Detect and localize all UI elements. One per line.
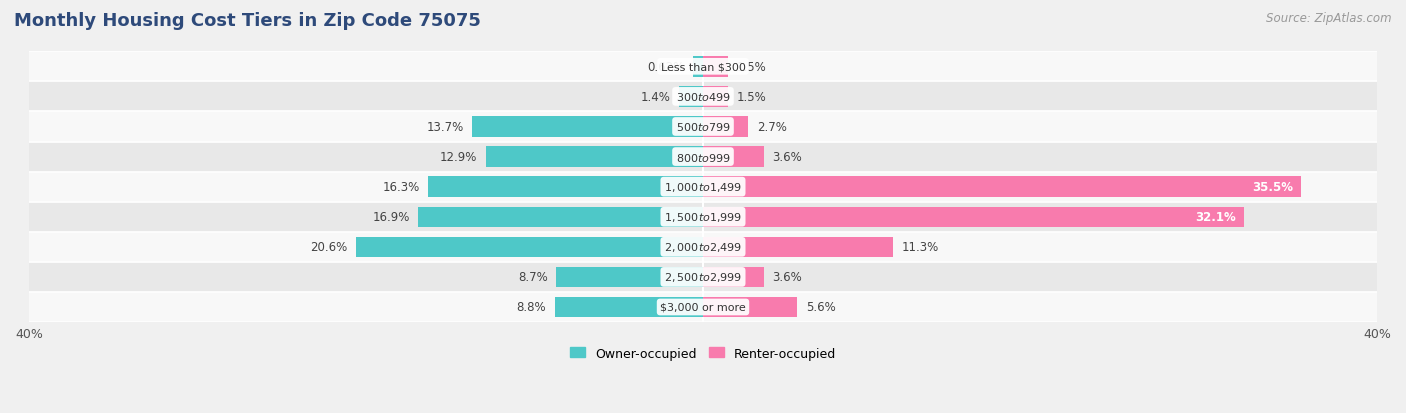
Bar xyxy=(555,297,703,318)
Text: $800 to $999: $800 to $999 xyxy=(675,151,731,163)
Text: Less than $300: Less than $300 xyxy=(661,62,745,72)
Bar xyxy=(429,177,703,197)
Bar xyxy=(30,232,1376,262)
Text: 8.7%: 8.7% xyxy=(519,271,548,284)
Text: $1,000 to $1,499: $1,000 to $1,499 xyxy=(664,181,742,194)
Text: 0.62%: 0.62% xyxy=(647,61,685,74)
Text: 12.9%: 12.9% xyxy=(440,151,477,164)
Bar xyxy=(703,57,728,77)
Text: 32.1%: 32.1% xyxy=(1195,211,1236,224)
Text: Source: ZipAtlas.com: Source: ZipAtlas.com xyxy=(1267,12,1392,25)
Bar xyxy=(418,207,703,228)
Text: Monthly Housing Cost Tiers in Zip Code 75075: Monthly Housing Cost Tiers in Zip Code 7… xyxy=(14,12,481,30)
Text: 2.7%: 2.7% xyxy=(756,121,787,134)
Bar xyxy=(679,87,703,107)
Text: 3.6%: 3.6% xyxy=(772,151,801,164)
Text: 1.5%: 1.5% xyxy=(737,91,766,104)
Text: 35.5%: 35.5% xyxy=(1251,181,1292,194)
Text: $1,500 to $1,999: $1,500 to $1,999 xyxy=(664,211,742,224)
Bar xyxy=(703,267,763,287)
Bar xyxy=(30,112,1376,142)
Text: 13.7%: 13.7% xyxy=(426,121,464,134)
Bar xyxy=(30,262,1376,292)
Text: 3.6%: 3.6% xyxy=(772,271,801,284)
Text: $3,000 or more: $3,000 or more xyxy=(661,302,745,312)
Bar xyxy=(30,142,1376,172)
Bar xyxy=(703,207,1244,228)
Bar xyxy=(30,82,1376,112)
Bar xyxy=(30,292,1376,322)
Bar xyxy=(472,117,703,138)
Text: 20.6%: 20.6% xyxy=(311,241,347,254)
Text: 11.3%: 11.3% xyxy=(901,241,939,254)
Text: 8.8%: 8.8% xyxy=(516,301,547,314)
Bar xyxy=(703,87,728,107)
Text: 5.6%: 5.6% xyxy=(806,301,835,314)
Bar xyxy=(693,57,703,77)
Text: $2,000 to $2,499: $2,000 to $2,499 xyxy=(664,241,742,254)
Bar xyxy=(557,267,703,287)
Text: 1.4%: 1.4% xyxy=(641,91,671,104)
Bar xyxy=(703,297,797,318)
Bar xyxy=(30,52,1376,82)
Text: $300 to $499: $300 to $499 xyxy=(675,91,731,103)
Text: 16.3%: 16.3% xyxy=(382,181,420,194)
Bar xyxy=(703,147,763,167)
Text: 1.5%: 1.5% xyxy=(737,61,766,74)
Bar xyxy=(485,147,703,167)
Text: $2,500 to $2,999: $2,500 to $2,999 xyxy=(664,271,742,284)
Bar xyxy=(703,177,1301,197)
Bar xyxy=(356,237,703,257)
Text: $500 to $799: $500 to $799 xyxy=(675,121,731,133)
Text: 16.9%: 16.9% xyxy=(373,211,409,224)
Bar xyxy=(30,172,1376,202)
Bar xyxy=(703,117,748,138)
Bar xyxy=(703,237,893,257)
Bar xyxy=(30,202,1376,232)
Legend: Owner-occupied, Renter-occupied: Owner-occupied, Renter-occupied xyxy=(565,342,841,365)
